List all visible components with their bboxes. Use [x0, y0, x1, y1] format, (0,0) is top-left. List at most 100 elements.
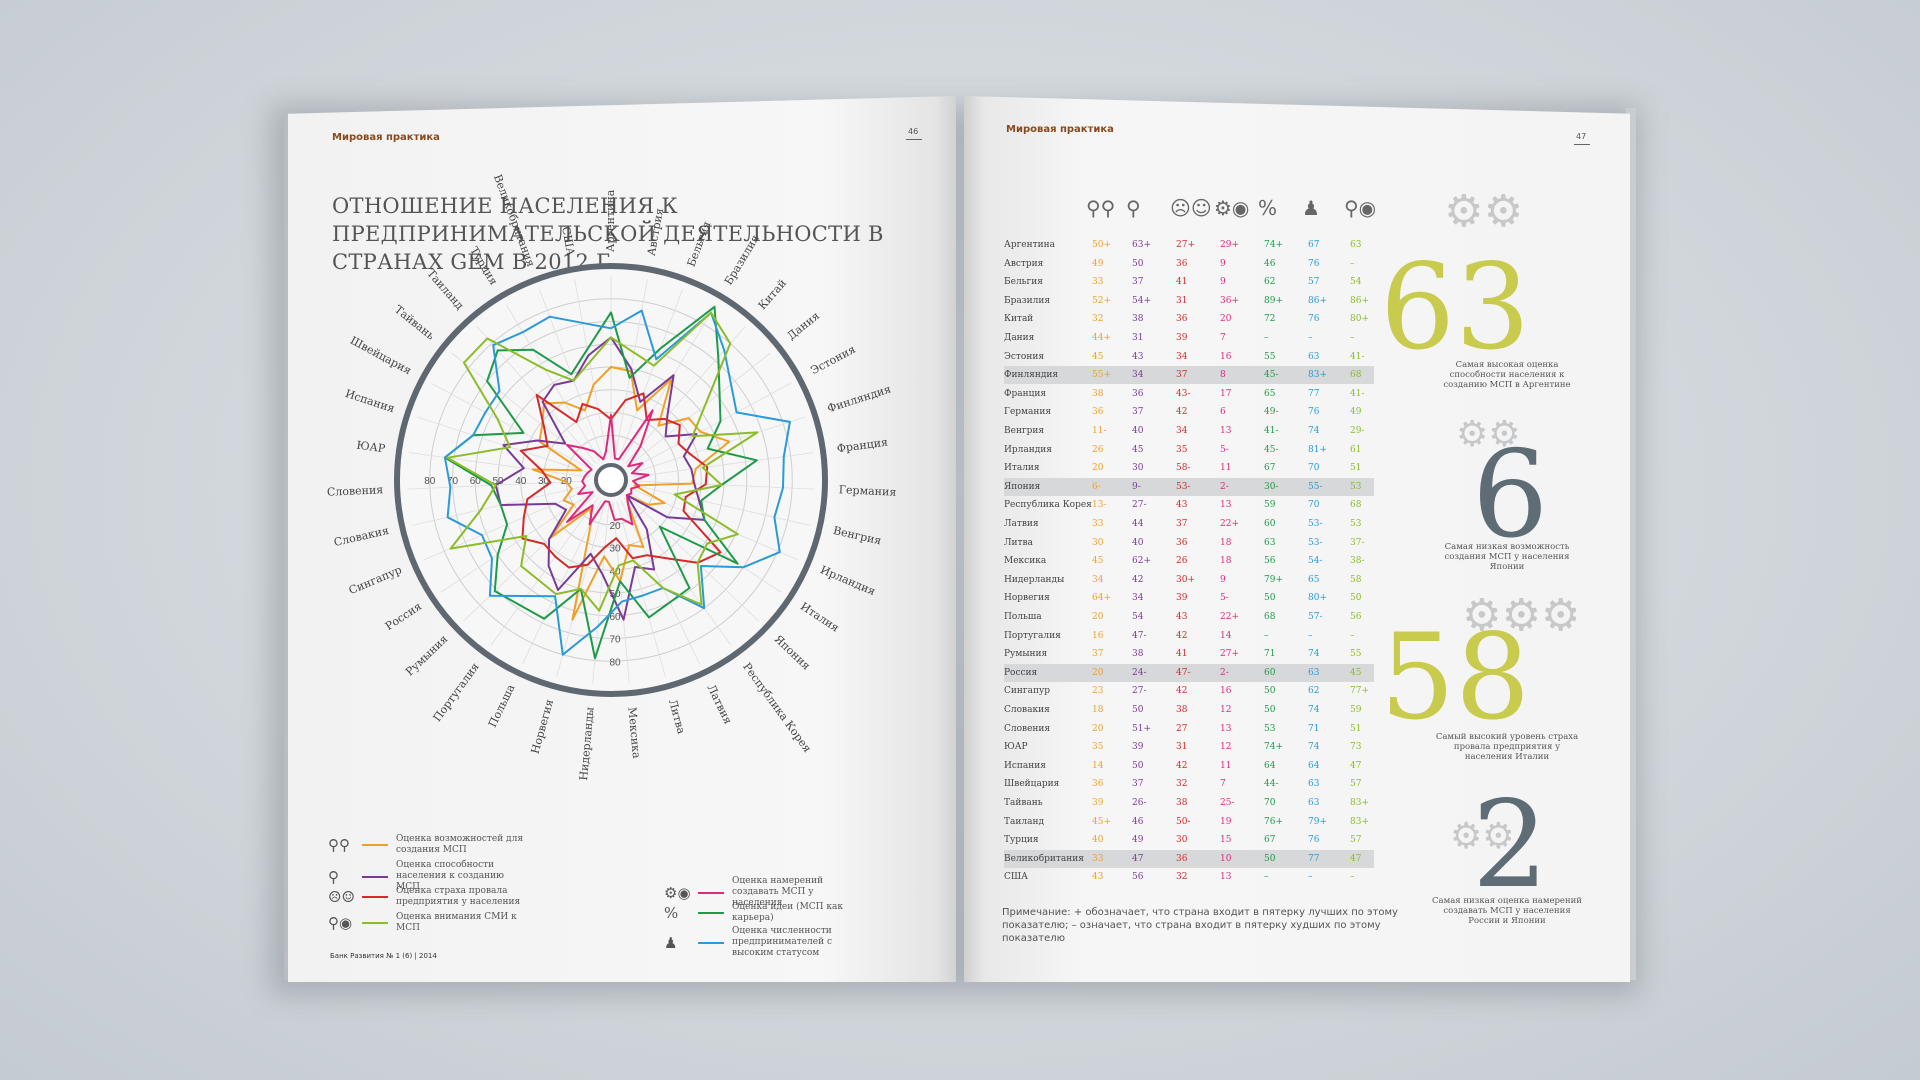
value-cell: 33 — [1092, 519, 1104, 529]
table-row: Латвия 33 44 37 22+ 60 53- 53 — [1004, 515, 1374, 533]
highlight-number-3: 58 — [1380, 608, 1531, 746]
table-row: Финляндия 55+ 34 37 8 45- 83+ 68 — [1004, 366, 1374, 385]
value-cell: 76 — [1308, 407, 1320, 418]
value-cell: 80+ — [1308, 593, 1327, 604]
value-cell: 53 — [1350, 519, 1362, 529]
table-row: Словения 20 51+ 27 13 53 71 51 — [1004, 720, 1374, 738]
radar-spoke — [630, 382, 791, 470]
country-cell: Россия — [1004, 667, 1038, 678]
legend-item: ☹☺ Оценка страха провала предприятия у на… — [328, 886, 526, 908]
legend-label: Оценка идеи (МСП как карьера) — [732, 902, 844, 923]
value-cell: 74 — [1308, 649, 1320, 660]
table-row: Румыния 37 38 41 27+ 71 74 55 — [1004, 645, 1374, 663]
radar-category-label: Аргентина — [604, 189, 617, 252]
value-cell: 59 — [1264, 500, 1276, 511]
value-cell: 63 — [1264, 537, 1276, 548]
country-cell: Германия — [1004, 407, 1052, 418]
value-cell: 47- — [1132, 630, 1147, 641]
radar-spoke — [625, 326, 746, 464]
media-icon: ⚲◉ — [328, 914, 353, 932]
value-cell: 72 — [1264, 314, 1276, 325]
value-cell: 42 — [1176, 760, 1188, 771]
value-cell: 38 — [1132, 649, 1144, 660]
radar-spoke — [490, 497, 599, 646]
value-cell: 26 — [1092, 444, 1104, 455]
value-cell: 58 — [1350, 574, 1362, 585]
radar-spoke — [431, 382, 592, 470]
value-cell: 42 — [1176, 686, 1188, 697]
radar-category-label: Ирландия — [818, 563, 877, 598]
value-cell: 74 — [1308, 742, 1320, 753]
table-row: Ирландия 26 45 35 5- 45- 81+ 61 — [1004, 441, 1374, 459]
radar-category-label: Дания — [785, 309, 822, 342]
value-cell: 63 — [1308, 779, 1320, 790]
value-cell: 37- — [1350, 537, 1365, 548]
value-cell: 8 — [1220, 370, 1226, 381]
value-cell: 39 — [1176, 593, 1188, 604]
value-cell: 57- — [1308, 612, 1323, 622]
value-cell: 27- — [1132, 686, 1147, 697]
radar-tick-label: 80 — [424, 476, 436, 487]
country-cell: Великобритания — [1004, 853, 1084, 864]
radar-tick-label: 60 — [609, 612, 621, 623]
value-cell: 74 — [1308, 705, 1320, 715]
value-cell: 49- — [1264, 407, 1279, 418]
intent-icon: ⚙◉ — [664, 883, 691, 902]
value-cell: 36 — [1176, 258, 1188, 269]
radar-tick-label: 30 — [609, 544, 621, 555]
value-cell: 20 — [1092, 723, 1104, 734]
table-row: Италия 20 30 58- 11 67 70 51 — [1004, 459, 1374, 477]
country-cell: Таиланд — [1004, 816, 1044, 827]
value-cell: 36 — [1132, 388, 1144, 399]
radar-tick-label: 40 — [515, 476, 527, 487]
value-cell: 63 — [1308, 351, 1320, 362]
radar-category-label: Россия — [383, 600, 424, 633]
value-cell: 67 — [1264, 463, 1276, 474]
value-cell: 49 — [1132, 835, 1144, 846]
value-cell: 24- — [1132, 667, 1147, 678]
legend-item: ⚙◉ Оценка намерений создавать МСП у насел… — [664, 876, 862, 909]
footer: Банк Развития № 1 (6) | 2014 — [330, 952, 437, 960]
radar-category-label: Бельгия — [685, 219, 714, 268]
radar-category-label: Финляндия — [826, 382, 893, 415]
radar-spoke — [407, 480, 590, 490]
value-cell: 56 — [1350, 612, 1362, 622]
value-cell: 46 — [1132, 816, 1144, 827]
value-cell: 68 — [1350, 370, 1362, 381]
table-row: Эстония 45 43 34 16 55 63 41- — [1004, 348, 1374, 366]
radar-category-label: Великобритания — [491, 173, 538, 269]
radar-spoke — [506, 304, 601, 462]
legend-label: Оценка способности населения к созданию … — [396, 860, 504, 892]
value-cell: 16 — [1092, 630, 1104, 641]
value-cell: 74+ — [1264, 742, 1283, 753]
value-cell: 76 — [1308, 314, 1320, 325]
value-cell: 70 — [1308, 463, 1320, 474]
country-cell: Финляндия — [1004, 370, 1059, 381]
value-cell: 13 — [1220, 723, 1232, 734]
value-cell: 9- — [1132, 481, 1141, 492]
country-cell: Республика Корея — [1004, 500, 1092, 511]
value-cell: 32 — [1092, 314, 1104, 325]
people-icon: ⚲⚲ — [328, 836, 350, 854]
table-row: Польша 20 54 43 22+ 68 57- 56 — [1004, 608, 1374, 626]
legend-label: Оценка страха провала предприятия у насе… — [396, 886, 521, 907]
value-cell: 65 — [1308, 574, 1320, 585]
status-icon: ♟ — [664, 933, 678, 952]
value-cell: 37 — [1176, 370, 1188, 381]
highlight-number-2: 6 — [1472, 426, 1549, 565]
radar-category-label: Швейцария — [348, 334, 414, 377]
radar-series-line — [519, 392, 722, 569]
value-cell: 80+ — [1350, 314, 1369, 325]
value-cell: 63 — [1350, 240, 1362, 250]
table-row: Россия 20 24- 47- 2- 60 63 45 — [1004, 663, 1374, 682]
value-cell: 76 — [1308, 258, 1320, 269]
value-cell: 37 — [1092, 649, 1104, 660]
value-cell: 63 — [1308, 667, 1320, 678]
value-cell: 30 — [1176, 835, 1188, 846]
value-cell: 26 — [1176, 556, 1188, 567]
value-cell: 77 — [1308, 853, 1320, 864]
page-number: 46 — [905, 127, 923, 140]
radar-tick-label: 80 — [609, 657, 621, 668]
person-icon: ⚲ — [1126, 196, 1141, 220]
table-row: Франция 38 36 43- 17 65 77 41- — [1004, 385, 1374, 403]
